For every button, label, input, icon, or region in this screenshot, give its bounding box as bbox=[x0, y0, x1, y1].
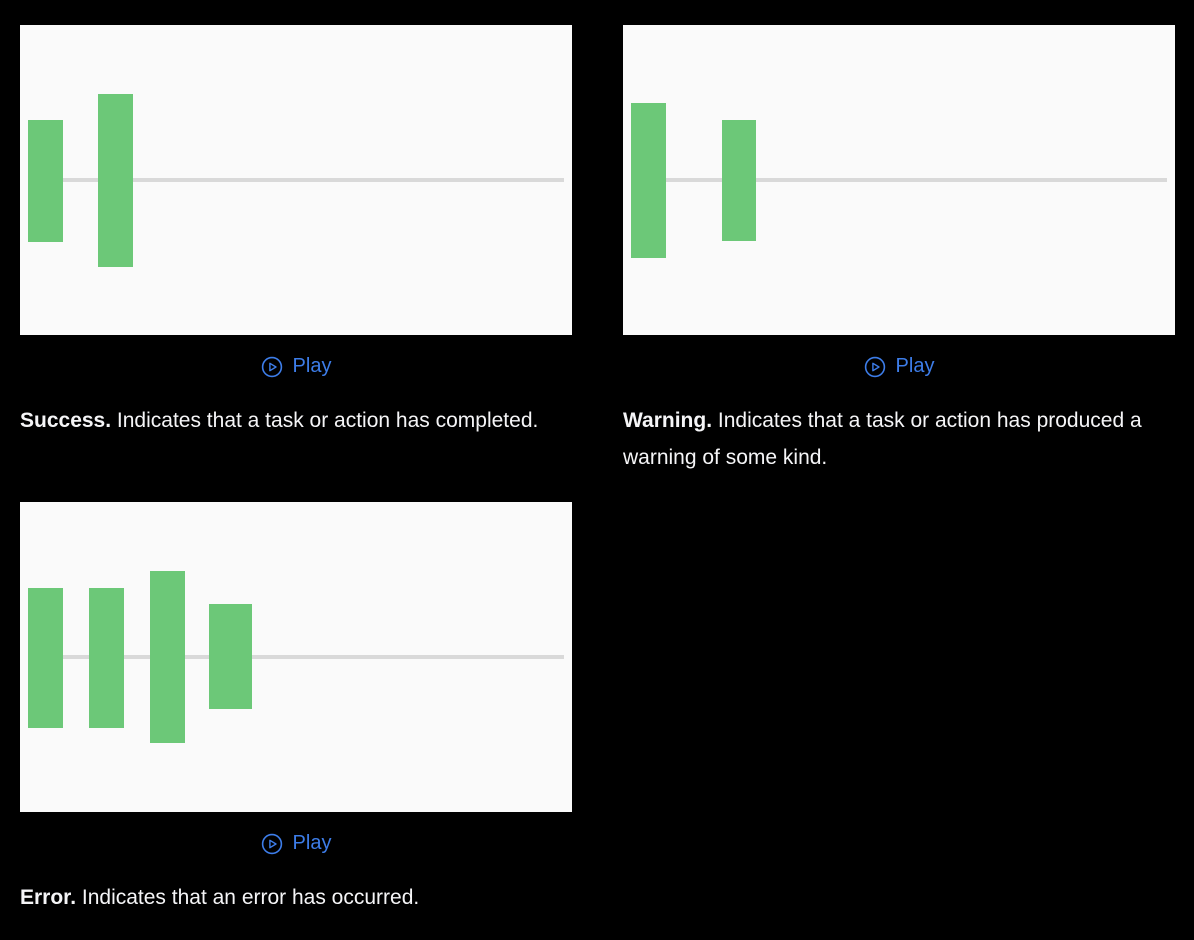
play-row: Play bbox=[20, 355, 572, 378]
waveform-baseline bbox=[28, 178, 564, 182]
waveform-baseline bbox=[631, 178, 1167, 182]
play-button-label: Play bbox=[292, 832, 332, 854]
sound-card-warning: Play Warning. Indicates that a task or a… bbox=[623, 25, 1175, 476]
term-label: Error. bbox=[20, 886, 77, 909]
description-text: Indicates that a task or action has comp… bbox=[116, 409, 539, 432]
term-label: Success. bbox=[20, 409, 112, 432]
sound-card-error: Play Error. Indicates that an error has … bbox=[20, 502, 572, 916]
waveform-baseline bbox=[28, 655, 564, 659]
description-warning: Warning. Indicates that a task or action… bbox=[623, 402, 1175, 476]
term-label: Warning. bbox=[623, 409, 713, 432]
play-row: Play bbox=[623, 355, 1175, 378]
description-text: Indicates that a task or action has prod… bbox=[623, 409, 1142, 469]
waveform-bar bbox=[209, 604, 252, 709]
play-circle-icon bbox=[261, 356, 283, 378]
waveform-figure-error bbox=[20, 502, 572, 812]
sound-card-success: Play Success. Indicates that a task or a… bbox=[20, 25, 572, 439]
waveform-figure-warning bbox=[623, 25, 1175, 335]
waveform-bar bbox=[89, 588, 124, 728]
play-row: Play bbox=[20, 832, 572, 855]
waveform-bar bbox=[150, 571, 185, 743]
waveform-bar bbox=[28, 120, 63, 242]
description-text: Indicates that an error has occurred. bbox=[81, 886, 420, 909]
play-circle-icon bbox=[864, 356, 886, 378]
waveform-bar bbox=[28, 588, 63, 728]
description-error: Error. Indicates that an error has occur… bbox=[20, 879, 572, 916]
play-button-label: Play bbox=[292, 355, 332, 377]
play-circle-icon bbox=[261, 833, 283, 855]
description-success: Success. Indicates that a task or action… bbox=[20, 402, 572, 439]
sound-examples-grid: Play Success. Indicates that a task or a… bbox=[20, 25, 1175, 916]
play-button-success[interactable]: Play bbox=[261, 355, 332, 378]
waveform-bar bbox=[98, 94, 133, 267]
play-button-label: Play bbox=[895, 355, 935, 377]
waveform-bar bbox=[722, 120, 756, 241]
waveform-bar bbox=[631, 103, 666, 258]
play-button-warning[interactable]: Play bbox=[864, 355, 935, 378]
play-button-error[interactable]: Play bbox=[261, 832, 332, 855]
waveform-figure-success bbox=[20, 25, 572, 335]
